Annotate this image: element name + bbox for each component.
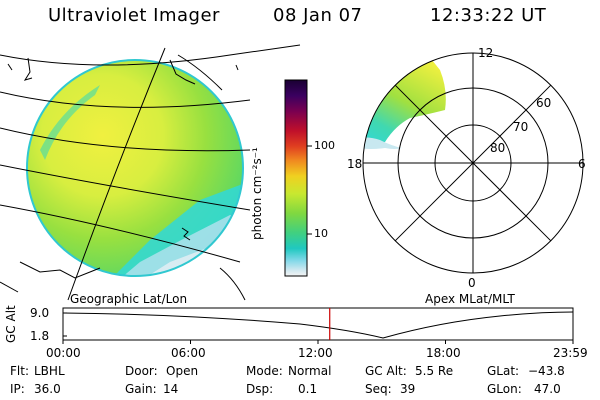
time-label: 12:33:22 UT [430, 5, 547, 26]
colorbar-tick-100: 100 [314, 139, 335, 152]
auroral-image [363, 60, 446, 148]
colorbar-unit-label: photon cm⁻²s⁻¹ [250, 147, 264, 240]
geographic-image [26, 59, 244, 277]
glat-value: −43.8 [528, 364, 565, 378]
glon-value: 47.0 [534, 382, 561, 396]
orbit-xtick-1800: 18:00 [426, 346, 461, 360]
glat-label: GLat: [487, 364, 520, 378]
door-value: Open [166, 364, 199, 378]
ip-value: 36.0 [34, 382, 61, 396]
mlt-diagonal-line [394, 84, 552, 242]
orbit-plot [62, 307, 574, 344]
right-panel-caption: Apex MLat/MLT [425, 292, 515, 306]
gc-alt-label: GC Alt: [365, 364, 407, 378]
date-label: 08 Jan 07 [273, 5, 363, 26]
glon-label: GLon: [487, 382, 522, 396]
left-panel-caption: Geographic Lat/Lon [70, 292, 188, 306]
filter-label: Flt: [10, 364, 29, 378]
latitude-line [0, 91, 251, 108]
mlt-label-12: 12 [478, 46, 494, 60]
mlt-label-18: 18 [347, 157, 363, 171]
colorbar [284, 79, 308, 277]
longitude-line [67, 47, 166, 301]
door-label: Door: [125, 364, 158, 378]
dsp-label: Dsp: [246, 382, 274, 396]
orbit-plot-frame [62, 307, 574, 341]
mlat-label-70: 70 [513, 120, 529, 134]
mlt-label-0: 0 [468, 276, 476, 290]
latitude-line [0, 44, 301, 66]
longitude-line [177, 54, 223, 91]
gc-alt-value: 5.5 Re [415, 364, 454, 378]
seq-value: 39 [400, 382, 416, 396]
orbit-xtick-1200: 12:00 [298, 346, 333, 360]
mlat-label-80: 80 [490, 141, 506, 155]
latitude-line [0, 127, 251, 152]
colorbar-tick-10: 10 [314, 227, 328, 240]
polar-plot [362, 52, 584, 274]
mode-value: Normal [288, 364, 332, 378]
gain-label: Gain: [125, 382, 157, 396]
mlat-label-60: 60 [536, 96, 552, 110]
orbit-xtick-0000: 00:00 [46, 346, 81, 360]
orbit-ylabel: GC Alt [4, 305, 18, 343]
altitude-curve [62, 311, 574, 339]
dsp-value: 0.1 [298, 382, 318, 396]
app-title: Ultraviolet Imager [48, 5, 220, 26]
longitude-line [219, 267, 246, 301]
orbit-xtick-2359: 23:59 [553, 346, 588, 360]
mode-label: Mode: [246, 364, 283, 378]
mlt-label-6: 6 [578, 157, 586, 171]
latitude-line [0, 204, 241, 263]
orbit-ytick-bottom: 1.8 [30, 329, 50, 343]
latitude-line [0, 164, 251, 211]
geo-grid [0, 44, 301, 301]
orbit-ytick-top: 9.0 [30, 306, 50, 320]
ip-label: IP: [10, 382, 25, 396]
orbit-xtick-0600: 06:00 [171, 346, 206, 360]
filter-value: LBHL [34, 364, 65, 378]
gain-value: 14 [163, 382, 179, 396]
coastline [0, 57, 239, 293]
seq-label: Seq: [365, 382, 392, 396]
